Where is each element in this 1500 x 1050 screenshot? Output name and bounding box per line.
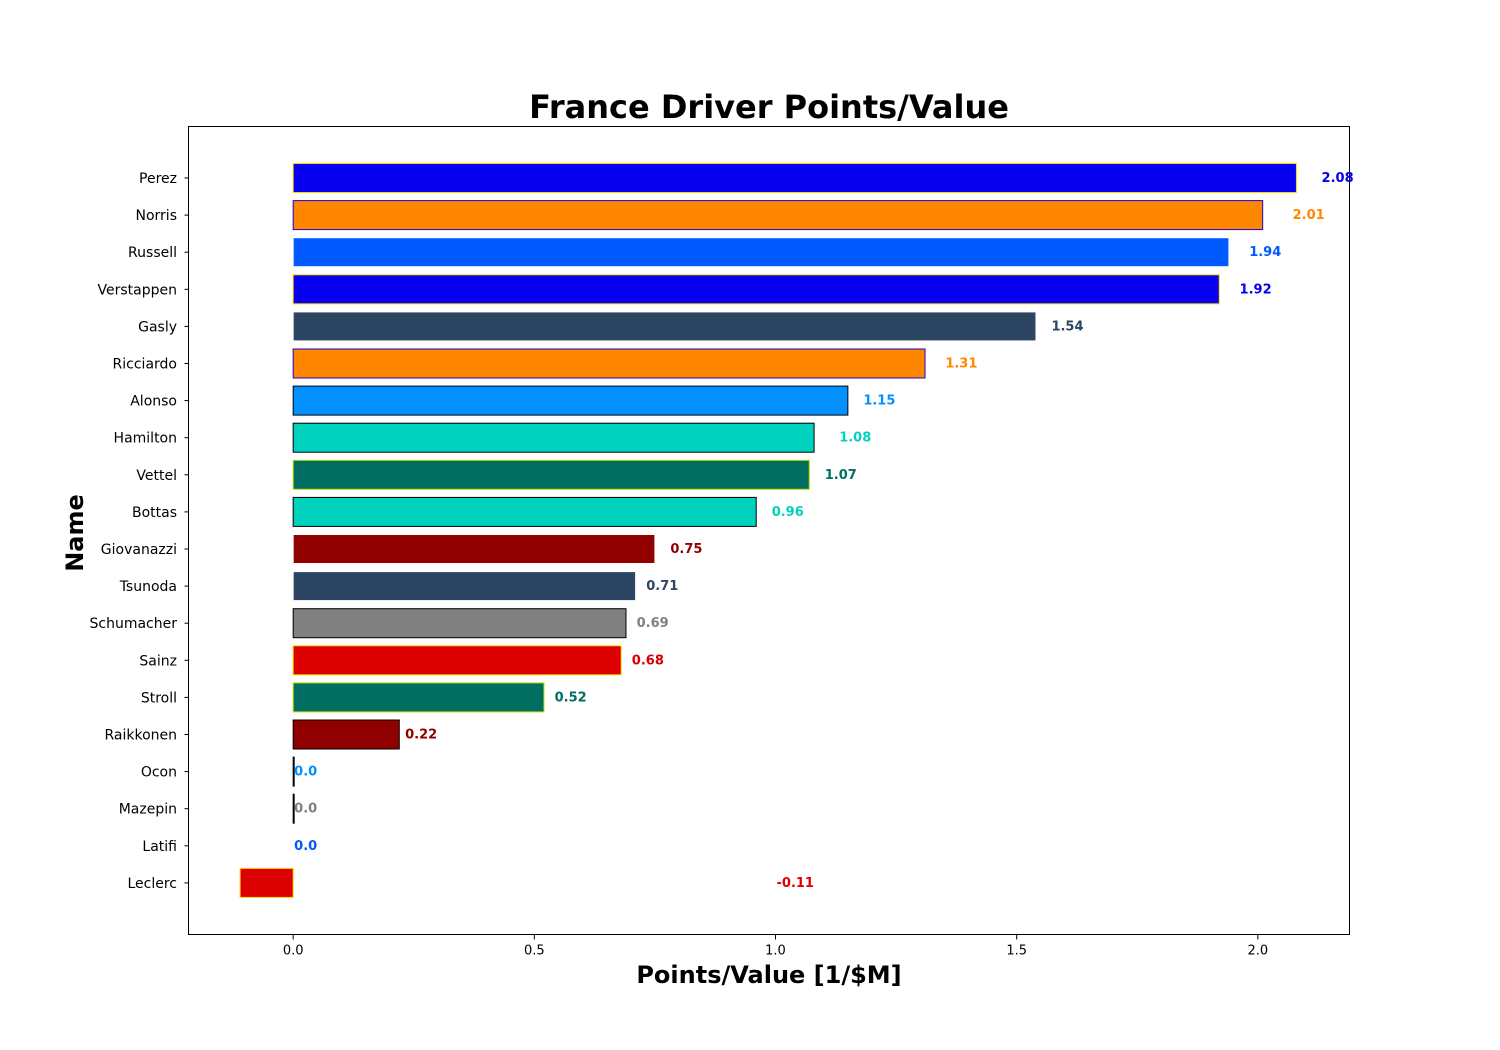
x-tick-label: 2.0: [1248, 944, 1269, 959]
y-tick-label: Stroll: [141, 690, 177, 706]
value-label: 0.71: [646, 579, 678, 594]
value-label: 0.0: [294, 765, 317, 780]
y-tick-label: Giovanazzi: [101, 542, 177, 558]
bar-stroll: [292, 682, 545, 713]
y-tick-label: Perez: [139, 171, 177, 187]
bar-bottas: [292, 496, 757, 527]
bar-mazepin: [292, 793, 295, 824]
x-axis-ticks: 0.0 0.5 1.0 1.5 2.0: [184, 177, 1269, 959]
bar-latifi: [292, 830, 295, 861]
bar-alonso: [292, 385, 849, 416]
y-tick-label: Ocon: [141, 765, 177, 781]
y-tick-label: Raikkonen: [104, 728, 177, 744]
y-tick-label: Gasly: [138, 319, 177, 335]
bar-ricciardo: [292, 348, 926, 379]
value-label: 2.08: [1322, 171, 1354, 186]
y-tick-label: Latifi: [142, 839, 177, 855]
bar-schumacher: [292, 608, 627, 639]
y-tick-label: Alonso: [130, 394, 177, 410]
value-label: 0.0: [294, 839, 317, 854]
y-tick-label: Tsunoda: [119, 579, 177, 595]
y-tick-label: Sainz: [139, 653, 177, 669]
bar-leclerc: [239, 867, 294, 898]
y-tick-label: Hamilton: [114, 431, 177, 447]
y-tick-label: Schumacher: [90, 616, 178, 632]
value-label: 1.31: [945, 357, 977, 372]
plot-frame: [188, 126, 1350, 935]
value-label: 1.15: [863, 394, 895, 409]
value-labels: 2.08 2.01 1.94 1.92 1.54 1.31 1.15 1.08 1.07 0.96…: [294, 171, 1353, 891]
chart-title: France Driver Points/Value: [529, 88, 1009, 126]
y-tick-label: Vettel: [136, 468, 177, 484]
value-label: 1.92: [1240, 282, 1272, 297]
bar-tsunoda: [292, 571, 637, 602]
x-tick-label: 1.0: [765, 944, 786, 959]
y-tick-label: Mazepin: [119, 802, 177, 818]
value-label: 0.69: [637, 616, 669, 631]
bar-hamilton: [292, 422, 815, 453]
x-tick-label: 0.0: [283, 944, 304, 959]
value-label: 1.08: [839, 431, 871, 446]
value-label: 0.0: [294, 802, 317, 817]
value-label: -0.11: [777, 876, 814, 891]
y-tick-label: Norris: [136, 208, 178, 224]
y-tick-label: Ricciardo: [113, 357, 177, 373]
bar-verstappen: [292, 274, 1220, 305]
value-label: 1.07: [825, 468, 857, 483]
bar-gasly: [292, 311, 1037, 342]
value-label: 0.68: [632, 653, 664, 668]
value-label: 1.54: [1051, 319, 1083, 334]
bar-norris: [292, 200, 1264, 231]
value-label: 0.52: [555, 690, 587, 705]
value-label: 0.22: [405, 728, 437, 743]
x-tick-label: 0.5: [524, 944, 545, 959]
bar-russell: [292, 237, 1230, 268]
y-tick-label: Russell: [128, 245, 177, 261]
bar-perez: [292, 163, 1297, 193]
value-label: 1.94: [1249, 245, 1281, 260]
bars-layer: [239, 163, 1297, 898]
y-tick-labels: Perez Norris Russell Verstappen Gasly Ricciar…: [90, 171, 178, 892]
y-tick-label: Leclerc: [127, 876, 177, 892]
bar-giovanazzi: [292, 534, 656, 564]
value-label: 2.01: [1293, 208, 1325, 223]
bar-sainz: [292, 645, 622, 676]
bar-raikkonen: [292, 719, 400, 750]
x-axis-label: Points/Value [1/$M]: [636, 961, 901, 989]
y-tick-label: Bottas: [132, 505, 177, 521]
value-label: 0.96: [772, 505, 804, 520]
bar-ocon: [292, 756, 295, 787]
y-tick-label: Verstappen: [98, 282, 177, 298]
x-tick-label: 1.5: [1006, 944, 1027, 959]
y-axis-label: Name: [61, 494, 89, 572]
bar-vettel: [292, 459, 810, 490]
value-label: 0.75: [670, 542, 702, 557]
